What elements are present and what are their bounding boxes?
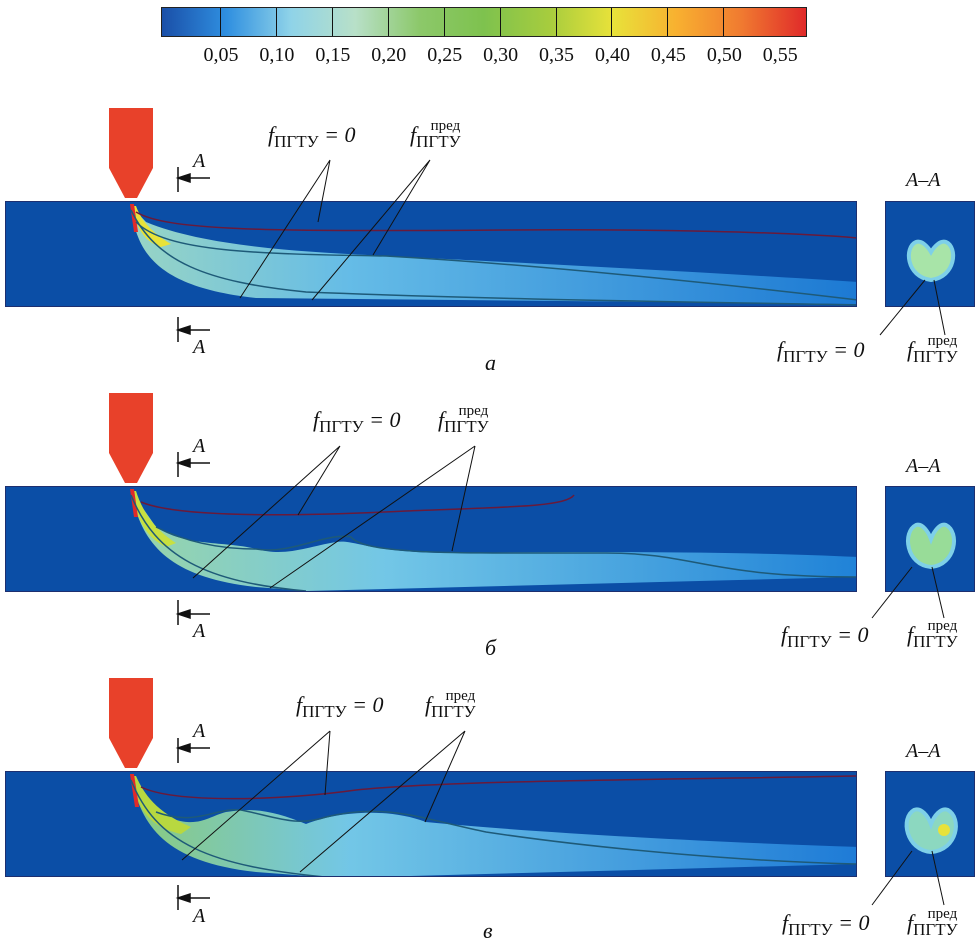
section-mark-bottom: A <box>193 620 206 642</box>
section-mark-bottom: A <box>193 905 206 927</box>
label-f-zero-section: fПГТУ = 0 <box>782 910 870 939</box>
nozzle <box>107 678 155 781</box>
colorbar-tick-label: 0,25 <box>427 44 463 66</box>
cross-section <box>885 486 975 592</box>
label-f-pred-section: fПГТУпред <box>907 618 958 651</box>
colorbar-tick <box>723 8 725 36</box>
panel-letter: в <box>483 918 493 943</box>
colorbar-tick-label: 0,05 <box>203 44 239 66</box>
section-mark-top: A <box>193 435 206 457</box>
label-f-pred-section: fПГТУпред <box>907 333 958 366</box>
section-title: A–A <box>906 169 941 191</box>
label-f-pred-section: fПГТУпред <box>907 906 958 939</box>
colorbar-tick-label: 0,40 <box>594 44 630 66</box>
label-f-pred: fПГТУпред <box>425 688 476 721</box>
colorbar-tick-label: 0,30 <box>483 44 519 66</box>
panel-letter: б <box>485 635 497 660</box>
label-f-pred: fПГТУпред <box>410 118 461 151</box>
colorbar-tick <box>219 8 221 36</box>
section-title: A–A <box>906 740 941 762</box>
label-f-zero-section: fПГТУ = 0 <box>777 337 865 366</box>
colorbar-tick-label: 0,20 <box>371 44 407 66</box>
mold-channel <box>5 486 857 592</box>
colorbar-tick <box>275 8 277 36</box>
colorbar-tick-label: 0,10 <box>259 44 295 66</box>
colorbar-tick <box>667 8 669 36</box>
colorbar-tick <box>555 8 557 36</box>
colorbar-tick-label: 0,45 <box>650 44 686 66</box>
colorbar-tick-label: 0,55 <box>762 44 798 66</box>
label-f-zero: fПГТУ = 0 <box>313 407 401 436</box>
label-f-zero: fПГТУ = 0 <box>268 122 356 151</box>
mold-channel <box>5 771 857 877</box>
colorbar-tick <box>331 8 333 36</box>
colorbar-tick-label: 0,50 <box>706 44 742 66</box>
colorbar-tick-label: 0,15 <box>315 44 351 66</box>
section-mark-bottom: A <box>193 336 206 358</box>
panel-letter: а <box>485 350 496 375</box>
color-scale-bar <box>161 7 807 37</box>
section-mark-top: A <box>193 720 206 742</box>
colorbar-tick <box>387 8 389 36</box>
section-mark-top: A <box>193 150 206 172</box>
cross-section <box>885 201 975 307</box>
colorbar-tick-label: 0,35 <box>539 44 575 66</box>
section-title: A–A <box>906 455 941 477</box>
mold-channel <box>5 201 857 307</box>
label-f-pred: fПГТУпред <box>438 403 489 436</box>
colorbar-tick <box>611 8 613 36</box>
label-f-zero-section: fПГТУ = 0 <box>781 622 869 651</box>
colorbar-tick <box>499 8 501 36</box>
nozzle <box>107 108 155 211</box>
colorbar-tick <box>443 8 445 36</box>
label-f-zero: fПГТУ = 0 <box>296 692 384 721</box>
cross-section <box>885 771 975 877</box>
nozzle <box>107 393 155 496</box>
